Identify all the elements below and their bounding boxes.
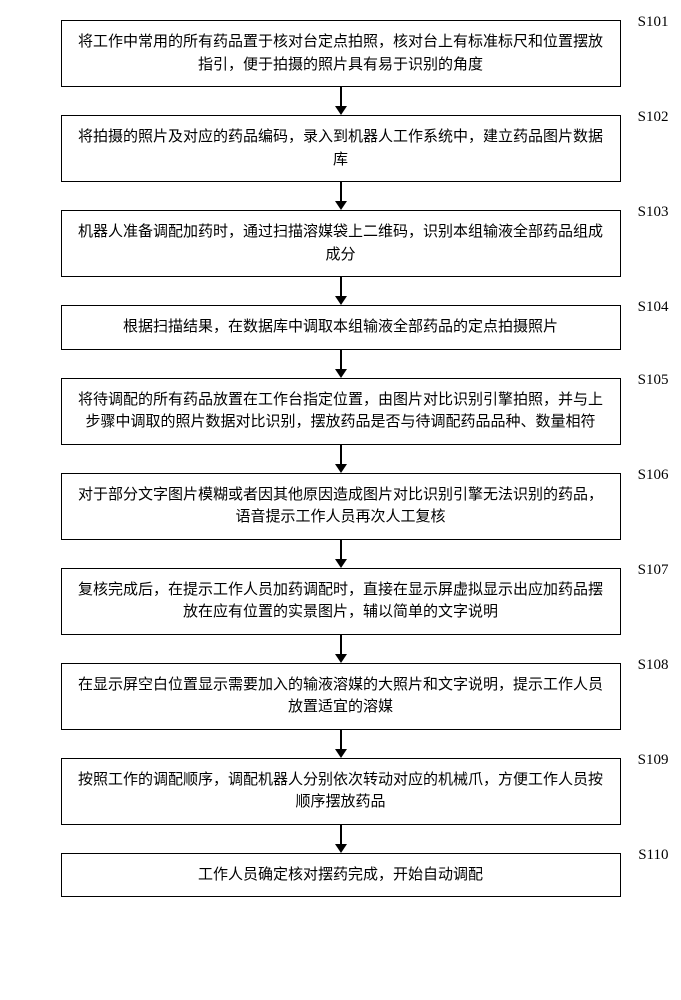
step-box: 按照工作的调配顺序，调配机器人分别依次转动对应的机械爪，方便工作人员按顺序摆放药…: [61, 758, 621, 825]
step-text: 按照工作的调配顺序，调配机器人分别依次转动对应的机械爪，方便工作人员按顺序摆放药…: [78, 772, 603, 811]
step-text: 复核完成后，在提示工作人员加药调配时，直接在显示屏虚拟显示出应加药品摆放在应有位…: [78, 582, 603, 621]
step-label: S103: [638, 204, 669, 221]
step-s101: 将工作中常用的所有药品置于核对台定点拍照，核对台上有标准标尺和位置摆放指引，便于…: [21, 20, 661, 87]
arrow-down-icon: [335, 87, 347, 115]
step-label: S107: [638, 562, 669, 579]
step-label: S102: [638, 109, 669, 126]
step-s108: 在显示屏空白位置显示需要加入的输液溶媒的大照片和文字说明，提示工作人员放置适宜的…: [21, 663, 661, 730]
step-s106: 对于部分文字图片模糊或者因其他原因造成图片对比识别引擎无法识别的药品，语音提示工…: [21, 473, 661, 540]
step-text: 机器人准备调配加药时，通过扫描溶媒袋上二维码，识别本组输液全部药品组成成分: [78, 224, 603, 263]
step-box: 工作人员确定核对摆药完成，开始自动调配: [61, 853, 621, 898]
step-s110: 工作人员确定核对摆药完成，开始自动调配 S110: [21, 853, 661, 898]
step-box: 机器人准备调配加药时，通过扫描溶媒袋上二维码，识别本组输液全部药品组成成分: [61, 210, 621, 277]
step-box: 根据扫描结果，在数据库中调取本组输液全部药品的定点拍摄照片: [61, 305, 621, 350]
arrow-down-icon: [335, 445, 347, 473]
step-text: 工作人员确定核对摆药完成，开始自动调配: [198, 867, 483, 883]
step-s105: 将待调配的所有药品放置在工作台指定位置，由图片对比识别引擎拍照，并与上步骤中调取…: [21, 378, 661, 445]
arrow-down-icon: [335, 635, 347, 663]
arrow-down-icon: [335, 540, 347, 568]
step-s102: 将拍摄的照片及对应的药品编码，录入到机器人工作系统中，建立药品图片数据库 S10…: [21, 115, 661, 182]
step-text: 对于部分文字图片模糊或者因其他原因造成图片对比识别引擎无法识别的药品，语音提示工…: [78, 487, 603, 526]
step-text: 根据扫描结果，在数据库中调取本组输液全部药品的定点拍摄照片: [123, 319, 558, 335]
arrow-down-icon: [335, 182, 347, 210]
step-s104: 根据扫描结果，在数据库中调取本组输液全部药品的定点拍摄照片 S104: [21, 305, 661, 350]
step-label: S105: [638, 372, 669, 389]
step-label: S108: [638, 657, 669, 674]
step-label: S106: [638, 467, 669, 484]
step-box: 在显示屏空白位置显示需要加入的输液溶媒的大照片和文字说明，提示工作人员放置适宜的…: [61, 663, 621, 730]
step-text: 在显示屏空白位置显示需要加入的输液溶媒的大照片和文字说明，提示工作人员放置适宜的…: [78, 677, 603, 716]
flowchart-container: 将工作中常用的所有药品置于核对台定点拍照，核对台上有标准标尺和位置摆放指引，便于…: [21, 20, 661, 897]
step-box: 将拍摄的照片及对应的药品编码，录入到机器人工作系统中，建立药品图片数据库: [61, 115, 621, 182]
step-s107: 复核完成后，在提示工作人员加药调配时，直接在显示屏虚拟显示出应加药品摆放在应有位…: [21, 568, 661, 635]
step-box: 将工作中常用的所有药品置于核对台定点拍照，核对台上有标准标尺和位置摆放指引，便于…: [61, 20, 621, 87]
step-label: S109: [638, 752, 669, 769]
step-s103: 机器人准备调配加药时，通过扫描溶媒袋上二维码，识别本组输液全部药品组成成分 S1…: [21, 210, 661, 277]
step-label: S101: [638, 14, 669, 31]
step-text: 将拍摄的照片及对应的药品编码，录入到机器人工作系统中，建立药品图片数据库: [78, 129, 603, 168]
arrow-down-icon: [335, 277, 347, 305]
step-s109: 按照工作的调配顺序，调配机器人分别依次转动对应的机械爪，方便工作人员按顺序摆放药…: [21, 758, 661, 825]
arrow-down-icon: [335, 730, 347, 758]
step-text: 将待调配的所有药品放置在工作台指定位置，由图片对比识别引擎拍照，并与上步骤中调取…: [78, 392, 603, 431]
step-box: 对于部分文字图片模糊或者因其他原因造成图片对比识别引擎无法识别的药品，语音提示工…: [61, 473, 621, 540]
step-label: S110: [638, 847, 668, 864]
arrow-down-icon: [335, 825, 347, 853]
arrow-down-icon: [335, 350, 347, 378]
step-label: S104: [638, 299, 669, 316]
step-box: 复核完成后，在提示工作人员加药调配时，直接在显示屏虚拟显示出应加药品摆放在应有位…: [61, 568, 621, 635]
step-text: 将工作中常用的所有药品置于核对台定点拍照，核对台上有标准标尺和位置摆放指引，便于…: [78, 34, 603, 73]
step-box: 将待调配的所有药品放置在工作台指定位置，由图片对比识别引擎拍照，并与上步骤中调取…: [61, 378, 621, 445]
